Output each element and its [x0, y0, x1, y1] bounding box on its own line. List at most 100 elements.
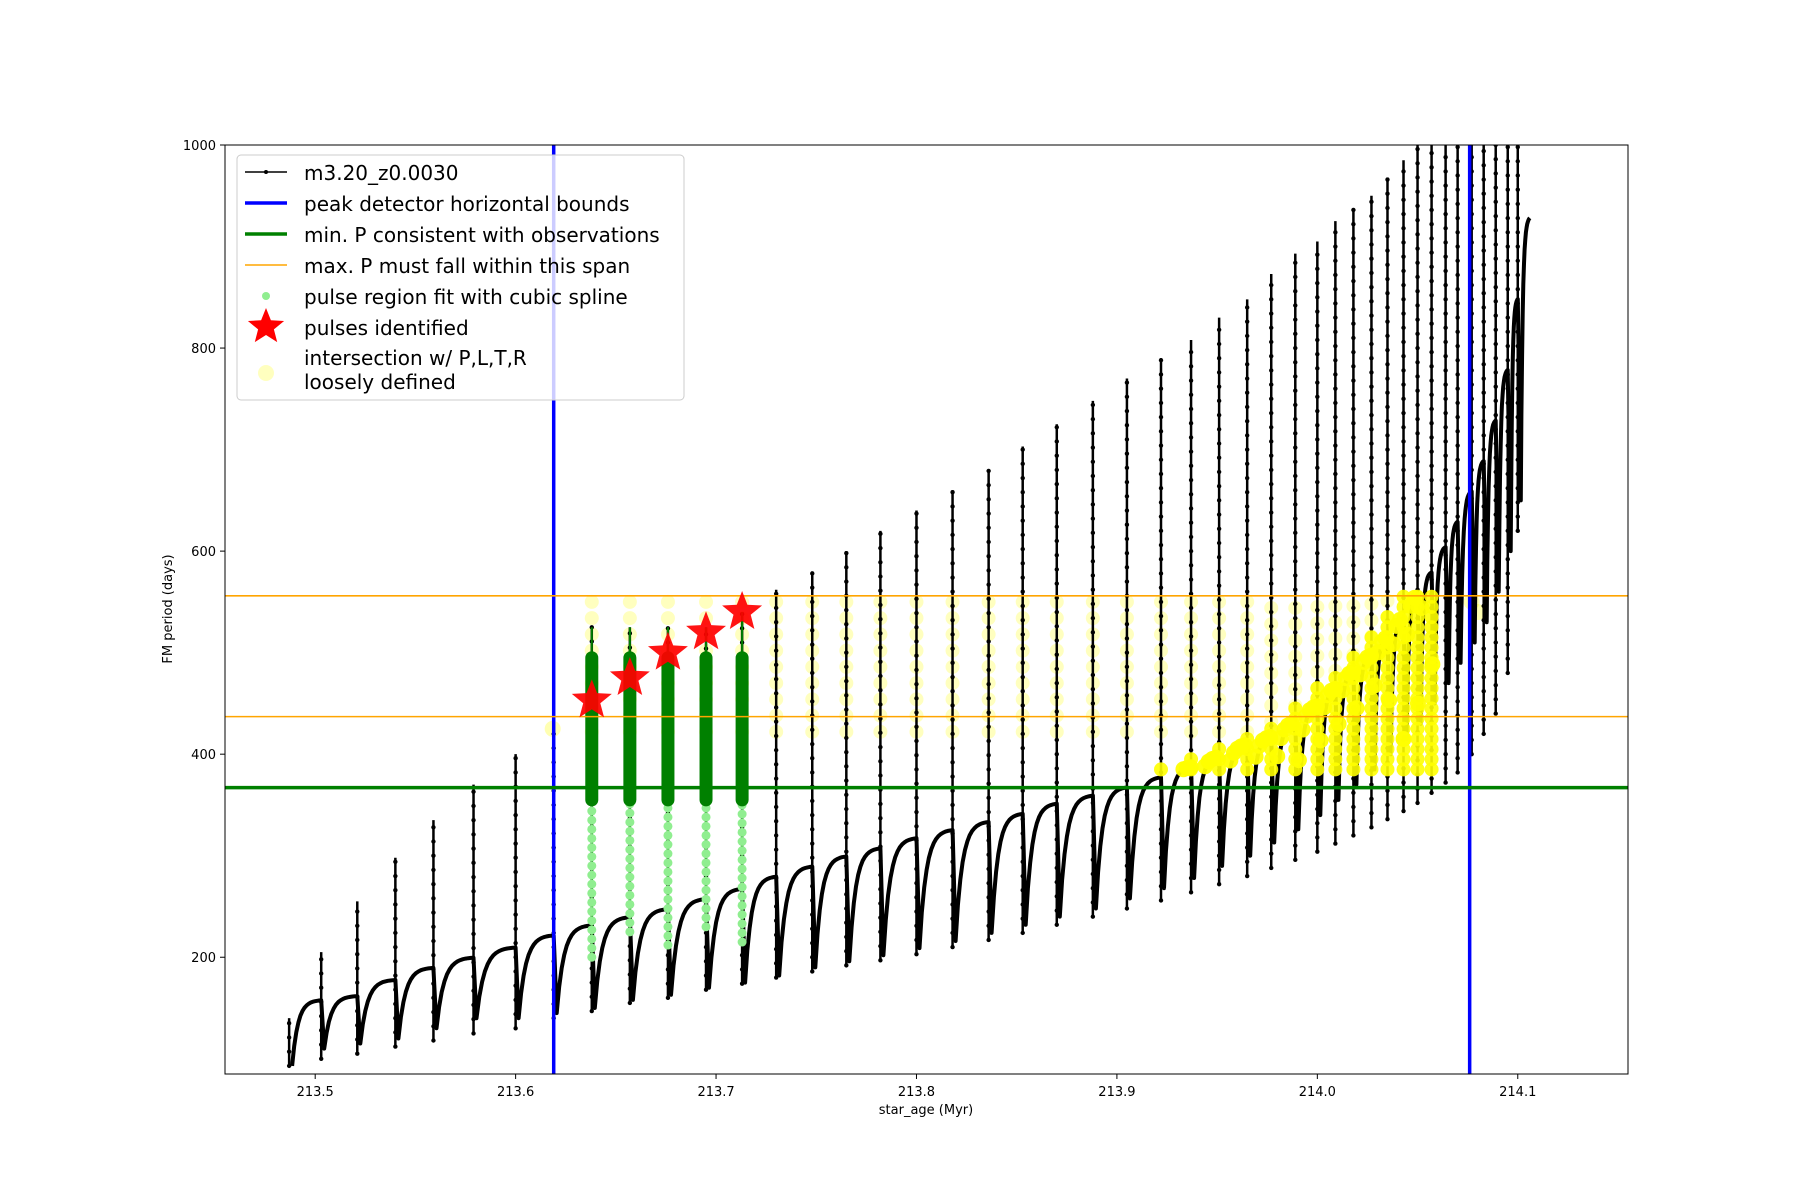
track-point [471, 917, 476, 922]
track-pulse-dots [355, 909, 360, 1056]
track-point [914, 553, 919, 559]
track-point [1269, 624, 1274, 629]
y-tick-label-3: 800 [191, 342, 216, 357]
track-pulse-dots [1493, 145, 1498, 716]
track-point [355, 966, 360, 971]
spline-point-light [587, 897, 597, 907]
track-point [1515, 471, 1520, 477]
track-point [878, 815, 883, 821]
track-point [1351, 605, 1356, 611]
track-point [1188, 492, 1194, 497]
intersection-marker-light [584, 611, 599, 626]
intersection-marker [1364, 731, 1379, 746]
legend-entry-intersection: intersection w/ P,L,T,R loosely defined [258, 346, 527, 394]
track-point [1369, 412, 1374, 418]
intersection-marker [1346, 731, 1361, 746]
track-point [878, 844, 883, 849]
track-point [1158, 386, 1164, 391]
track-point [1369, 327, 1374, 332]
track-point [1401, 382, 1406, 387]
spline-point-light [587, 861, 597, 871]
track-point [773, 776, 779, 781]
track-point [1244, 802, 1250, 808]
track-point [950, 660, 955, 666]
intersection-marker [1288, 701, 1303, 716]
track-point [1244, 504, 1250, 509]
spline-point-light [587, 852, 597, 862]
track-point [1455, 756, 1460, 761]
intersection-marker [1346, 650, 1361, 665]
track-point [471, 860, 476, 866]
track-point [1493, 145, 1498, 148]
track-point [1415, 388, 1420, 393]
track-point [810, 585, 815, 590]
track-point [1269, 297, 1274, 302]
intersection-marker [1380, 671, 1395, 686]
track-point [1216, 583, 1222, 588]
track-point [1269, 282, 1274, 288]
legend: m3.20_z0.0030 peak detector horizontal b… [236, 154, 685, 401]
spline-point-light [737, 827, 747, 837]
track-point [1315, 650, 1320, 655]
track-point [1054, 851, 1059, 856]
track-point [1351, 577, 1356, 582]
track-point [1293, 814, 1298, 820]
y-axis-label: FM period (days) [161, 554, 176, 663]
track-point [1505, 670, 1510, 676]
track-point [986, 553, 991, 559]
track-point [1415, 459, 1420, 464]
track-point [393, 1044, 398, 1049]
track-point [986, 482, 991, 488]
track-point [627, 1000, 633, 1006]
track-point [1481, 291, 1486, 296]
track-point [1315, 636, 1320, 641]
track-point [1293, 274, 1298, 280]
track-point [1293, 374, 1298, 379]
track-point [1054, 894, 1059, 899]
legend-label-min-p: min. P consistent with observations [304, 223, 660, 247]
intersection-marker [1288, 731, 1303, 746]
spline-point-light [587, 934, 597, 944]
track-point [1505, 599, 1510, 605]
track-point [1455, 599, 1460, 605]
track-point [1054, 496, 1059, 501]
track-point [1216, 483, 1222, 489]
track-point [1505, 613, 1510, 619]
track-point [1443, 467, 1448, 473]
track-point [471, 903, 476, 908]
track-point [319, 1013, 324, 1019]
track-point [914, 511, 919, 516]
track-point [878, 616, 883, 622]
track-point [1385, 575, 1390, 580]
track-point [1090, 729, 1096, 735]
spline-point-light [625, 826, 635, 836]
track-point [1415, 260, 1420, 265]
track-point [1493, 412, 1498, 418]
track-point [393, 930, 398, 936]
track-point [1315, 664, 1320, 670]
track-point [1429, 193, 1434, 198]
track-point [1216, 867, 1222, 873]
track-point [1315, 366, 1320, 371]
track-point [1124, 622, 1130, 627]
track-point [986, 781, 991, 786]
track-point [773, 875, 779, 881]
track-point [1415, 360, 1420, 365]
spline-point-light [737, 891, 747, 901]
track-point [1244, 333, 1250, 339]
track-point [1481, 248, 1486, 253]
track-point [1158, 528, 1164, 534]
track-point [1429, 293, 1434, 298]
track-point [1369, 825, 1374, 830]
track-point [1369, 228, 1374, 233]
track-point [1124, 579, 1130, 584]
track-point [1351, 833, 1356, 838]
track-point [1188, 435, 1194, 440]
track-point [810, 613, 815, 619]
y-tick-label-1: 400 [191, 748, 216, 763]
track-point [1429, 435, 1434, 440]
track-point [1090, 630, 1096, 635]
y-tick-label-0: 200 [191, 951, 216, 966]
track-point [665, 981, 671, 986]
track-point [773, 619, 779, 625]
